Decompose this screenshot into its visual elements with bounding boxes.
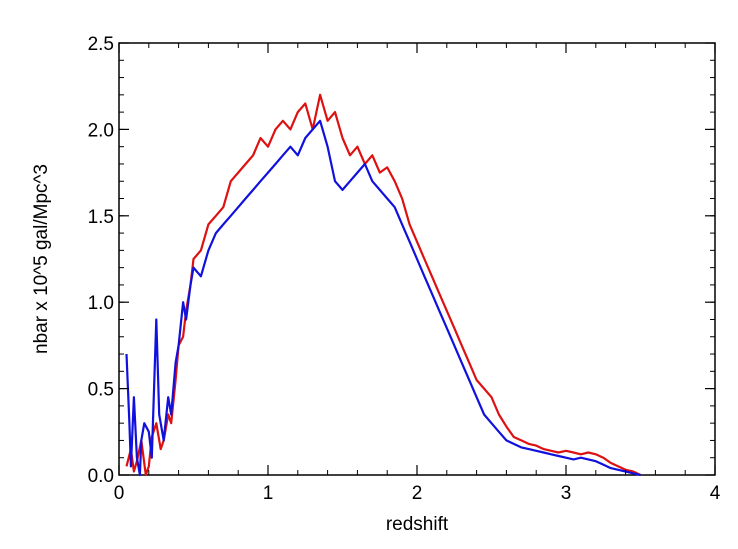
y-axis-label: nbar x 10^5 gal/Mpc^3 xyxy=(31,164,52,354)
x-axis-label: redshift xyxy=(386,514,449,535)
series-line-2 xyxy=(125,119,641,477)
x-tick-label: 1 xyxy=(263,483,274,504)
y-tick-label: 0.0 xyxy=(88,466,114,487)
series-layer xyxy=(125,93,641,477)
x-tick-label: 4 xyxy=(710,483,721,504)
x-tick-label: 0 xyxy=(114,483,125,504)
y-tick-label: 1.5 xyxy=(88,207,114,228)
y-tick-label: 2.5 xyxy=(88,34,114,55)
x-tick-label: 3 xyxy=(561,483,572,504)
y-tick-label: 0.5 xyxy=(88,380,114,401)
series-line-1 xyxy=(125,93,641,477)
tick-layer: 0 1 2 3 4 0.0 0.5 1.0 1.5 2.0 2.5 xyxy=(88,34,721,504)
y-tick-label: 2.0 xyxy=(88,120,114,141)
y-tick-label: 1.0 xyxy=(88,293,114,314)
x-tick-label: 2 xyxy=(412,483,423,504)
